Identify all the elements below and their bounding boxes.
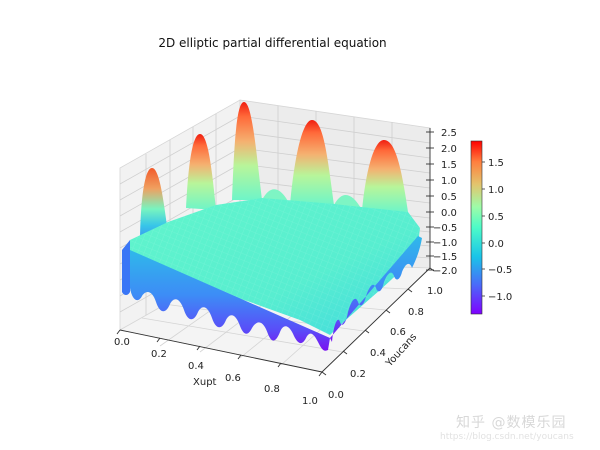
x-axis: 0.0 0.2 0.4 0.6 0.8 1.0 Xupt bbox=[114, 329, 323, 407]
z-tick-4: 0.5 bbox=[441, 192, 457, 203]
colorbar-tick-1: 1.0 bbox=[488, 185, 504, 196]
watermark-url: https://blog.csdn.net/youcans bbox=[440, 432, 574, 442]
z-tick-6: −0.5 bbox=[433, 223, 457, 234]
colorbar-tick-4: −0.5 bbox=[488, 265, 512, 276]
x-axis-label: Xupt bbox=[193, 377, 217, 388]
x-tick-3: 0.6 bbox=[225, 373, 241, 384]
z-tick-9: −2.0 bbox=[433, 266, 457, 277]
y-tick-1: 0.2 bbox=[350, 369, 366, 380]
watermark-zhihu: 知乎 @数模乐园 bbox=[456, 415, 567, 431]
y-tick-3: 0.6 bbox=[390, 327, 406, 338]
chart-title: 2D elliptic partial differential equatio… bbox=[158, 36, 387, 50]
z-axis: 2.5 2.0 1.5 1.0 0.5 0.0 −0.5 −1.0 −1.5 −… bbox=[426, 128, 457, 277]
y-tick-4: 0.8 bbox=[408, 307, 424, 318]
x-tick-2: 0.4 bbox=[188, 361, 204, 372]
y-tick-5: 1.0 bbox=[427, 286, 443, 297]
z-tick-2: 1.5 bbox=[441, 160, 457, 171]
z-tick-8: −1.5 bbox=[433, 252, 457, 263]
x-tick-1: 0.2 bbox=[151, 349, 167, 360]
z-tick-5: 0.0 bbox=[441, 208, 457, 219]
colorbar-tick-2: 0.5 bbox=[488, 212, 504, 223]
colorbar: 1.5 1.0 0.5 0.0 −0.5 −1.0 bbox=[470, 140, 512, 315]
x-tick-0: 0.0 bbox=[114, 337, 130, 348]
colorbar-tick-5: −1.0 bbox=[488, 292, 512, 303]
axis-lines bbox=[119, 128, 431, 373]
x-tick-4: 0.8 bbox=[264, 384, 280, 395]
colorbar-tick-3: 0.0 bbox=[488, 239, 504, 250]
z-tick-3: 1.0 bbox=[441, 176, 457, 187]
z-tick-1: 2.0 bbox=[441, 144, 457, 155]
y-tick-0: 0.0 bbox=[328, 390, 344, 401]
z-tick-7: −1.0 bbox=[433, 238, 457, 249]
colorbar-tick-0: 1.5 bbox=[488, 158, 504, 169]
x-tick-5: 1.0 bbox=[302, 396, 318, 407]
y-tick-2: 0.4 bbox=[370, 348, 386, 359]
z-tick-0: 2.5 bbox=[441, 128, 457, 139]
surface-plot bbox=[122, 102, 422, 351]
